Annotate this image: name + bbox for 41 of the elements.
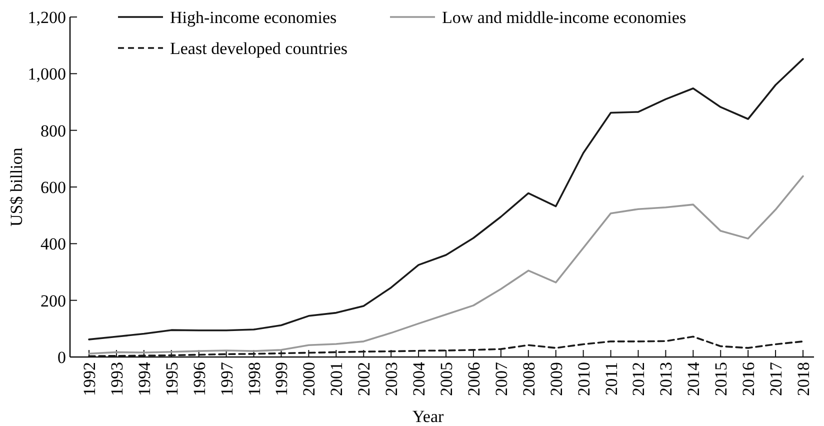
x-tick-label: 2003 — [382, 362, 402, 396]
x-tick-label: 2011 — [602, 362, 621, 396]
legend-label: Least developed countries — [170, 38, 348, 58]
y-tick-label: 0 — [58, 348, 66, 367]
x-tick-label: 1999 — [272, 362, 292, 396]
x-tick-label: 1997 — [217, 362, 236, 396]
x-tick-label: 1998 — [244, 362, 264, 396]
x-tick-label: 2000 — [300, 362, 319, 396]
x-tick-label: 1993 — [107, 362, 126, 396]
y-tick-label: 200 — [40, 291, 66, 310]
y-tick-label: 600 — [40, 178, 66, 197]
x-tick-label: 2015 — [712, 362, 731, 396]
x-tick-label: 2006 — [464, 362, 484, 396]
y-axis-title: US$ billion — [7, 147, 26, 226]
x-tick-label: 2005 — [437, 362, 456, 396]
x-tick-label: 2012 — [629, 362, 648, 396]
x-tick-label: 2001 — [327, 362, 346, 396]
x-tick-label: 2010 — [574, 362, 594, 396]
y-tick-label: 400 — [40, 234, 66, 254]
x-tick-label: 2007 — [492, 362, 511, 396]
y-tick-label: 800 — [40, 121, 66, 140]
line-series — [88, 175, 804, 354]
x-tick-label: 1992 — [80, 362, 99, 396]
x-tick-label: 2002 — [354, 362, 374, 396]
x-tick-label: 2014 — [684, 362, 704, 396]
x-tick-label: 1996 — [190, 362, 209, 396]
x-tick-label: 1994 — [134, 362, 154, 396]
y-tick-label: 1,000 — [28, 64, 66, 84]
x-tick-label: 2018 — [794, 362, 813, 396]
legend-label: High-income economies — [170, 8, 337, 27]
y-tick-label: 1,200 — [28, 8, 66, 27]
x-tick-label: 2017 — [766, 362, 786, 396]
x-tick-label: 2008 — [519, 362, 538, 396]
x-tick-label: 2016 — [739, 362, 758, 396]
line-series — [88, 58, 804, 340]
x-tick-label: 2013 — [656, 362, 676, 396]
x-axis-title: Year — [412, 407, 444, 426]
x-tick-label: 2004 — [410, 362, 429, 396]
x-tick-label: 1995 — [162, 362, 182, 396]
x-tick-label: 2009 — [546, 362, 566, 396]
legend-label: Low and middle-income economies — [442, 8, 686, 27]
